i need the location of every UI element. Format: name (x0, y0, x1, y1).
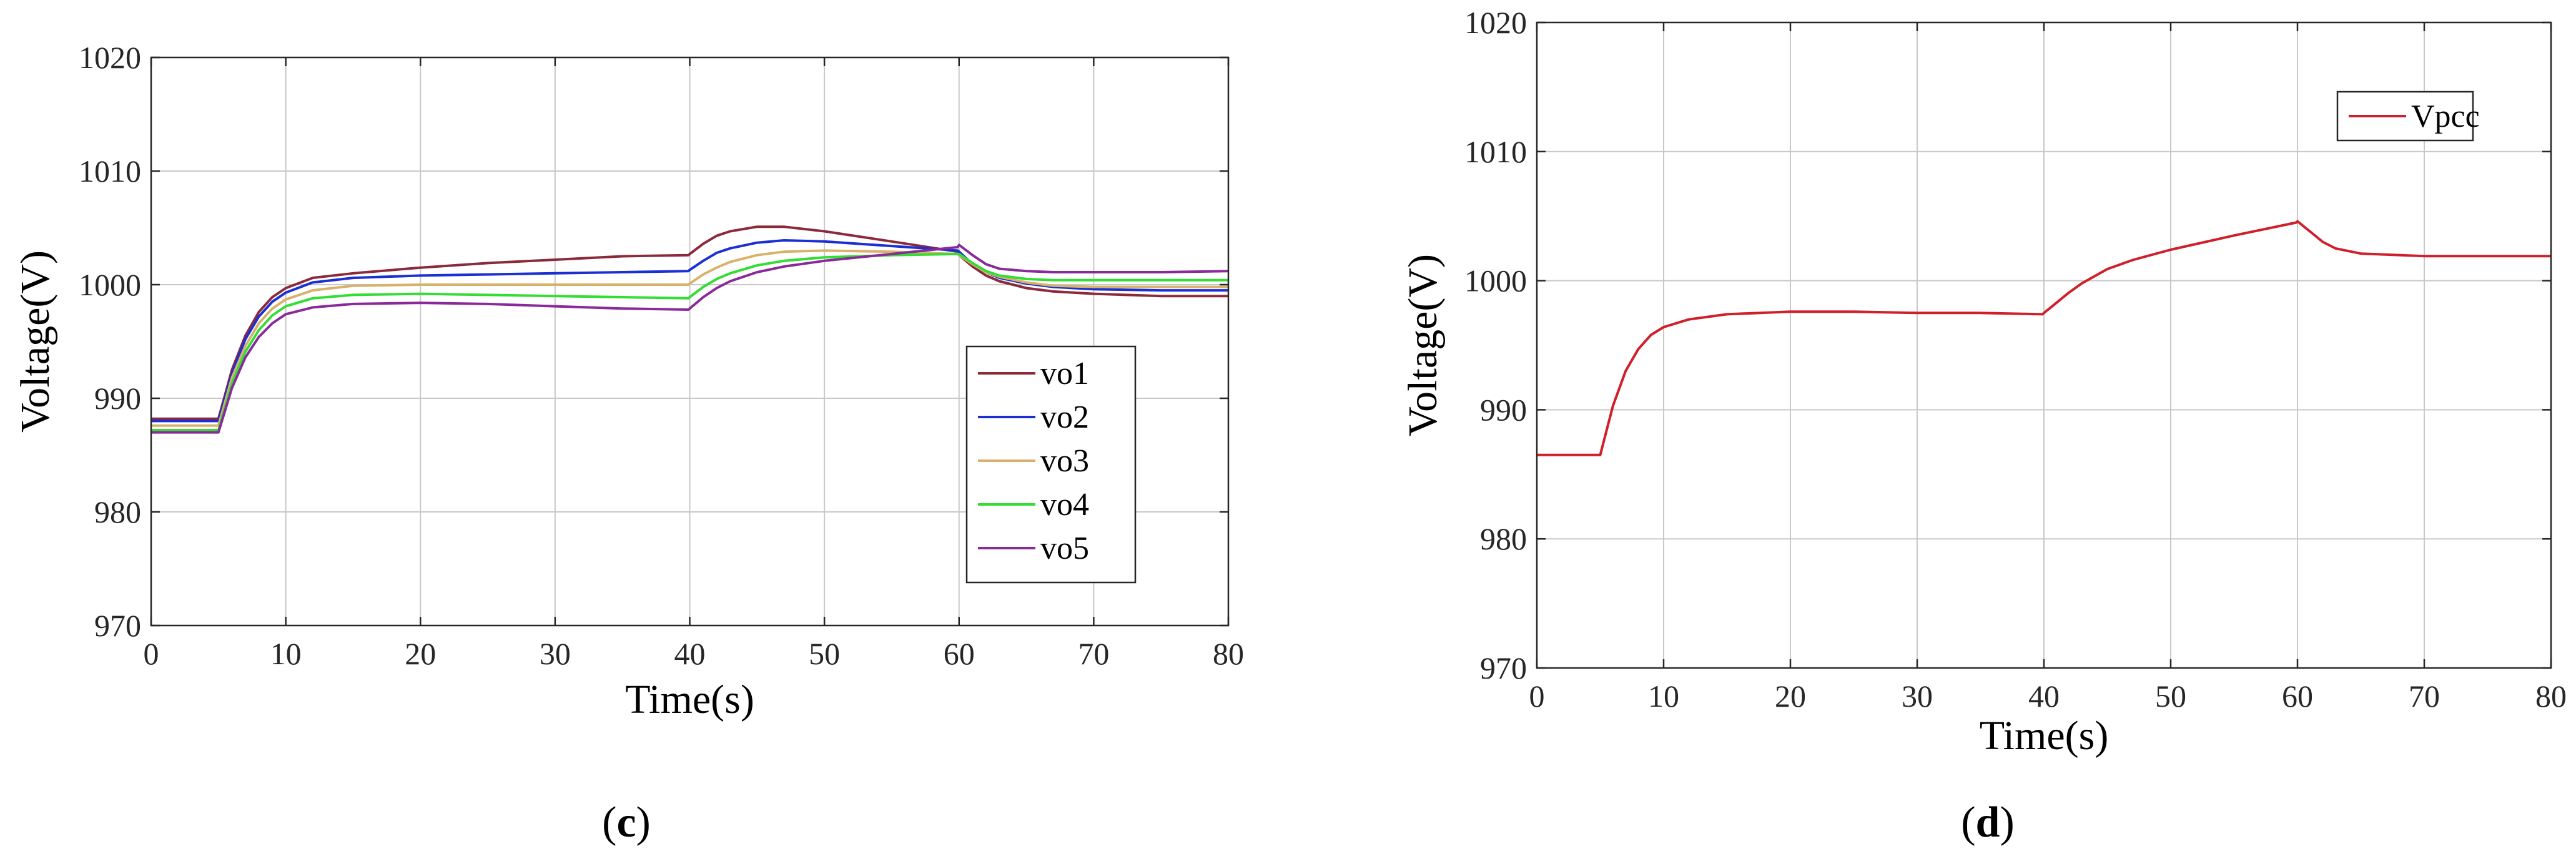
x-tick-label: 20 (1775, 679, 1806, 714)
y-tick-label: 1000 (1464, 263, 1527, 298)
legend-box-c (965, 345, 1137, 584)
x-tick-label: 10 (270, 636, 302, 671)
y-tick-label: 1000 (79, 267, 141, 302)
x-tick-label: 60 (944, 636, 975, 671)
chart-panel-c: 0 10 20 30 40 50 60 70 80970980990100010101020Ti… (12, 40, 1244, 847)
y-tick-label: 970 (94, 608, 141, 643)
legend-label-vo5: vo5 (1040, 531, 1089, 566)
x-tick-label: 50 (809, 636, 840, 671)
y-tick-label: 990 (94, 381, 141, 416)
panel-label-d: (d) (1961, 798, 2015, 847)
legend-label-vo2: vo2 (1040, 400, 1089, 435)
x-tick-label: 50 (2155, 679, 2186, 714)
x-tick-label: 10 (1648, 679, 1679, 714)
legend-label-Vpcc: Vpcc (2411, 99, 2480, 134)
y-axis-label-c: Voltage(V) (12, 250, 58, 433)
y-tick-label: 1010 (1464, 134, 1527, 169)
y-tick-label: 990 (1480, 392, 1527, 427)
x-tick-label: 80 (1213, 636, 1244, 671)
y-tick-label: 1020 (79, 40, 141, 75)
series-line-vo5 (151, 243, 1229, 434)
x-axis-label-d: Time(s) (1980, 713, 2109, 758)
series-line-Vpcc (1537, 220, 2551, 456)
y-axis-label-d: Voltage(V) (1400, 254, 1446, 436)
x-tick-label: 20 (405, 636, 436, 671)
x-tick-label: 30 (1902, 679, 1933, 714)
y-tick-label: 1020 (1464, 5, 1527, 40)
panel-label-c: (c) (602, 798, 651, 847)
x-tick-label: 0 (1529, 679, 1545, 714)
y-tick-label: 970 (1480, 650, 1527, 685)
x-tick-label: 0 (144, 636, 159, 671)
x-tick-label: 40 (2028, 679, 2060, 714)
x-tick-label: 60 (2282, 679, 2313, 714)
legend-label-vo1: vo1 (1040, 356, 1089, 391)
series-line-vo4 (151, 252, 1228, 431)
x-tick-label: 70 (1078, 636, 1109, 671)
legend-label-vo4: vo4 (1040, 487, 1089, 523)
y-tick-label: 980 (94, 494, 141, 529)
y-tick-label: 980 (1480, 521, 1527, 556)
x-tick-label: 80 (2535, 679, 2567, 714)
x-tick-label: 70 (2409, 679, 2440, 714)
x-tick-label: 30 (540, 636, 571, 671)
chart-panel-d: 0 10 20 30 40 50 60 70 80970980990100010101020Ti… (1400, 5, 2567, 847)
y-tick-label: 1010 (79, 154, 141, 189)
legend-label-vo3: vo3 (1040, 443, 1089, 479)
x-tick-label: 40 (674, 636, 706, 671)
series-line-vo1 (151, 225, 1228, 420)
x-axis-label-c: Time(s) (625, 677, 754, 722)
